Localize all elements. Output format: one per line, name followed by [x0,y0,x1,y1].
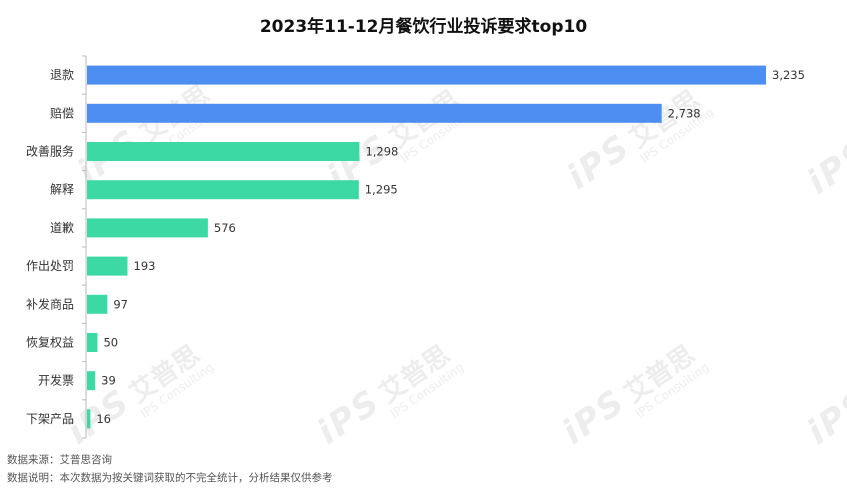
category-label: 道歉 [50,221,74,235]
value-label: 1,295 [365,183,398,197]
value-label: 576 [214,221,236,235]
bar [87,371,96,391]
data-note: 数据说明：本次数据为按关键词获取的不完全统计，分析结果仅供参考 [7,472,333,484]
bar [87,409,91,429]
value-label: 39 [101,374,116,388]
category-label: 解释 [50,183,74,197]
bar [87,103,662,123]
category-label: 赔偿 [50,105,74,120]
category-label: 补发商品 [26,296,74,311]
value-label: 1,298 [365,145,398,159]
bar [87,65,766,85]
category-label: 恢复权益 [26,336,74,350]
value-label: 2,738 [668,106,701,120]
category-label: 开发票 [38,373,74,388]
bar [87,294,108,314]
bar [87,180,359,200]
value-label: 193 [134,259,156,273]
category-label: 改善服务 [26,144,74,159]
value-label: 97 [113,297,128,311]
value-label: 3,235 [772,68,805,82]
chart-title: 2023年11-12月餐饮行业投诉要求top10 [259,17,588,37]
category-label: 作出处罚 [26,259,74,273]
value-label: 50 [103,336,118,350]
category-label: 退款 [50,68,74,82]
bar [87,333,98,352]
value-label: 16 [96,412,111,426]
bar [87,256,128,276]
source-note: 数据来源：艾普思咨询 [7,454,112,466]
bar [87,218,208,238]
category-label: 下架产品 [26,412,74,426]
bar [87,142,360,161]
